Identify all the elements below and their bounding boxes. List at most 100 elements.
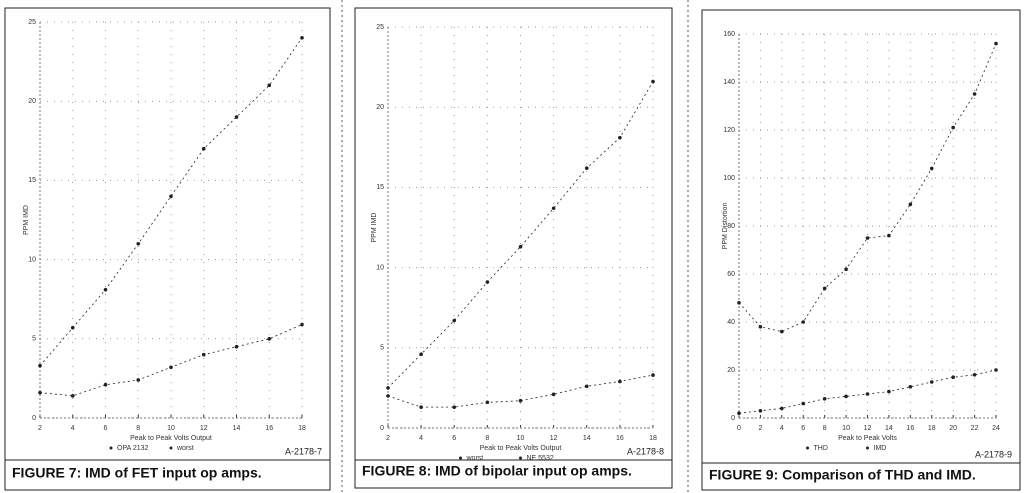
data-point [518,398,523,403]
x-tick-label: 20 [949,425,957,432]
data-point [865,392,870,396]
x-tick-label: 18 [928,425,936,432]
x-tick-label: 2 [38,425,42,432]
data-point [584,384,589,389]
data-point [844,267,848,272]
y-tick-label: 60 [727,271,735,278]
data-point [518,244,523,249]
x-tick-label: 10 [517,435,525,442]
data-point [452,405,457,409]
data-point [300,36,304,40]
x-tick-label: 4 [780,425,784,432]
data-point [780,329,784,334]
data-point [70,394,75,398]
data-point [844,394,848,399]
data-point [300,322,304,327]
data-point [584,166,589,170]
x-tick-label: 14 [583,435,591,442]
x-tick-label: 12 [864,425,872,432]
data-point [908,202,913,207]
legend-label: worst [176,445,194,452]
series-line [738,43,997,333]
x-tick-label: 12 [550,435,558,442]
x-tick-label: 0 [737,425,741,432]
x-axis-label: Peak to Peak Volts Output [130,435,212,442]
data-point [103,287,108,292]
x-tick-label: 8 [136,425,140,432]
y-axis-label: PPM IMD [371,213,378,243]
data-point [951,125,955,130]
figure-code: A-2178-9 [975,449,1012,459]
data-point [929,166,934,171]
x-tick-label: 14 [233,425,241,432]
figure-code: A-2178-8 [627,446,664,456]
series-line [387,81,654,389]
data-point [38,390,42,395]
x-tick-label: 16 [906,425,914,432]
y-tick-label: 160 [723,31,735,38]
data-point [972,92,977,96]
y-tick-label: 120 [723,127,735,134]
data-point [38,363,42,368]
data-point [551,206,556,211]
y-tick-label: 40 [727,319,735,326]
data-point [737,301,741,305]
y-axis-label: PPM Distortion [722,203,729,250]
x-tick-label: 4 [419,435,423,442]
data-point [103,382,108,387]
figure-caption: FIGURE 9: Comparison of THD and IMD. [709,467,976,483]
x-tick-label: 2 [758,425,762,432]
data-point [929,380,934,384]
data-point [651,79,655,84]
x-tick-label: 10 [167,425,175,432]
y-tick-label: 10 [28,256,36,263]
y-tick-label: 140 [723,79,735,86]
legend-marker [109,446,113,450]
legend-label: NE 5532 [527,455,554,462]
legend-marker [519,456,522,460]
y-tick-label: 5 [32,336,36,343]
x-tick-label: 18 [649,435,657,442]
data-point [485,280,490,284]
panel-frame [354,7,673,489]
data-point [419,405,423,409]
y-tick-label: 25 [28,19,36,26]
x-tick-label: 8 [823,425,827,432]
legend-label: OPA 2132 [117,445,149,452]
legend-label: IMD [874,445,887,452]
data-point [201,146,206,151]
legend-marker [866,446,869,450]
panel-frame [701,9,1021,491]
y-tick-label: 80 [727,223,735,230]
y-tick-label: 5 [380,345,384,352]
figure-caption: FIGURE 7: IMD of FET input op amps. [12,465,262,481]
data-point [169,365,173,370]
x-tick-label: 12 [200,425,208,432]
data-point [758,325,763,329]
data-point [267,337,272,341]
x-tick-label: 8 [485,435,489,442]
y-tick-label: 25 [376,24,384,31]
data-point [618,379,622,384]
y-tick-label: 0 [32,415,36,422]
legend-marker [169,446,173,450]
legend-marker [459,456,462,460]
x-axis-label: Peak to Peak Volts [838,435,897,442]
data-point [136,378,141,382]
data-point [780,406,784,411]
x-axis-label: Peak to Peak Volts Output [480,445,562,452]
data-point [758,409,763,413]
x-tick-label: 24 [992,425,1000,432]
data-point [419,352,423,357]
data-point [887,389,891,394]
x-tick-label: 10 [842,425,850,432]
x-tick-label: 6 [104,425,108,432]
y-tick-label: 0 [731,415,735,422]
series-line [39,324,303,397]
x-tick-label: 18 [298,425,306,432]
data-point [234,115,239,119]
y-tick-label: 10 [376,264,384,271]
panel-frame [4,7,331,491]
series-line [39,37,303,366]
legend-label: worst [466,455,484,462]
